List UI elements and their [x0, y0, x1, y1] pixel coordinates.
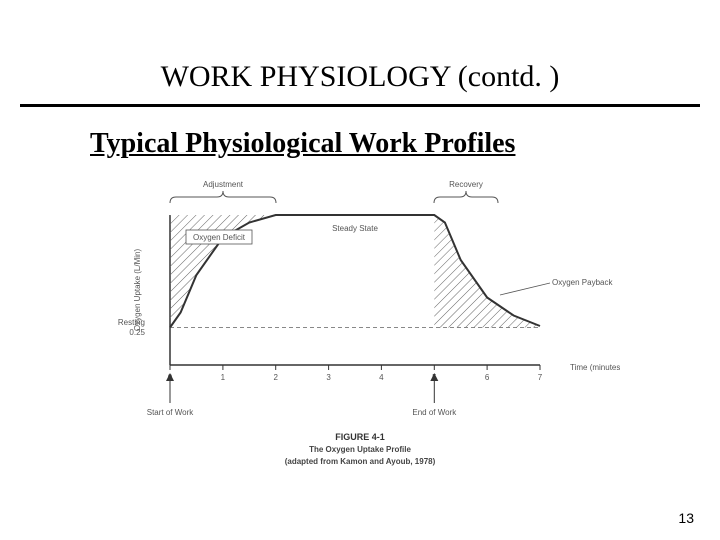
figure-caption-id: FIGURE 4-1	[335, 432, 385, 442]
svg-text:2: 2	[273, 373, 278, 382]
figure-caption-source: (adapted from Kamon and Ayoub, 1978)	[285, 457, 436, 466]
resting-value: 0.25	[129, 328, 145, 337]
adjustment-bracket	[170, 191, 276, 203]
svg-text:1: 1	[221, 373, 226, 382]
page-subtitle: Typical Physiological Work Profiles	[90, 128, 515, 160]
adjustment-label: Adjustment	[203, 180, 244, 189]
x-axis-label: Time (minutes)	[570, 363, 620, 372]
oxygen-deficit-label: Oxygen Deficit	[193, 233, 246, 242]
resting-label: Resting	[118, 318, 145, 327]
start-of-work-label: Start of Work	[147, 408, 195, 417]
svg-text:6: 6	[485, 373, 490, 382]
figure-caption-title: The Oxygen Uptake Profile	[309, 445, 411, 454]
svg-text:4: 4	[379, 373, 384, 382]
slide: WORK PHYSIOLOGY (contd. ) Typical Physio…	[0, 0, 720, 540]
svg-text:3: 3	[326, 373, 331, 382]
svg-text:7: 7	[538, 373, 543, 382]
page-number: 13	[678, 510, 694, 526]
recovery-label: Recovery	[449, 180, 483, 189]
title-rule	[20, 104, 700, 107]
steady-state-label: Steady State	[332, 224, 378, 233]
x-ticks: 0 1 2 3 4 5 6 7	[168, 365, 543, 382]
recovery-bracket	[434, 191, 498, 203]
oxygen-uptake-chart: Adjustment Recovery Oxygen Deficit Stead…	[100, 175, 620, 475]
page-title: WORK PHYSIOLOGY (contd. )	[0, 60, 720, 94]
end-of-work-label: End of Work	[412, 408, 457, 417]
oxygen-payback-label: Oxygen Payback	[552, 278, 613, 287]
figure-container: Adjustment Recovery Oxygen Deficit Stead…	[100, 175, 620, 475]
